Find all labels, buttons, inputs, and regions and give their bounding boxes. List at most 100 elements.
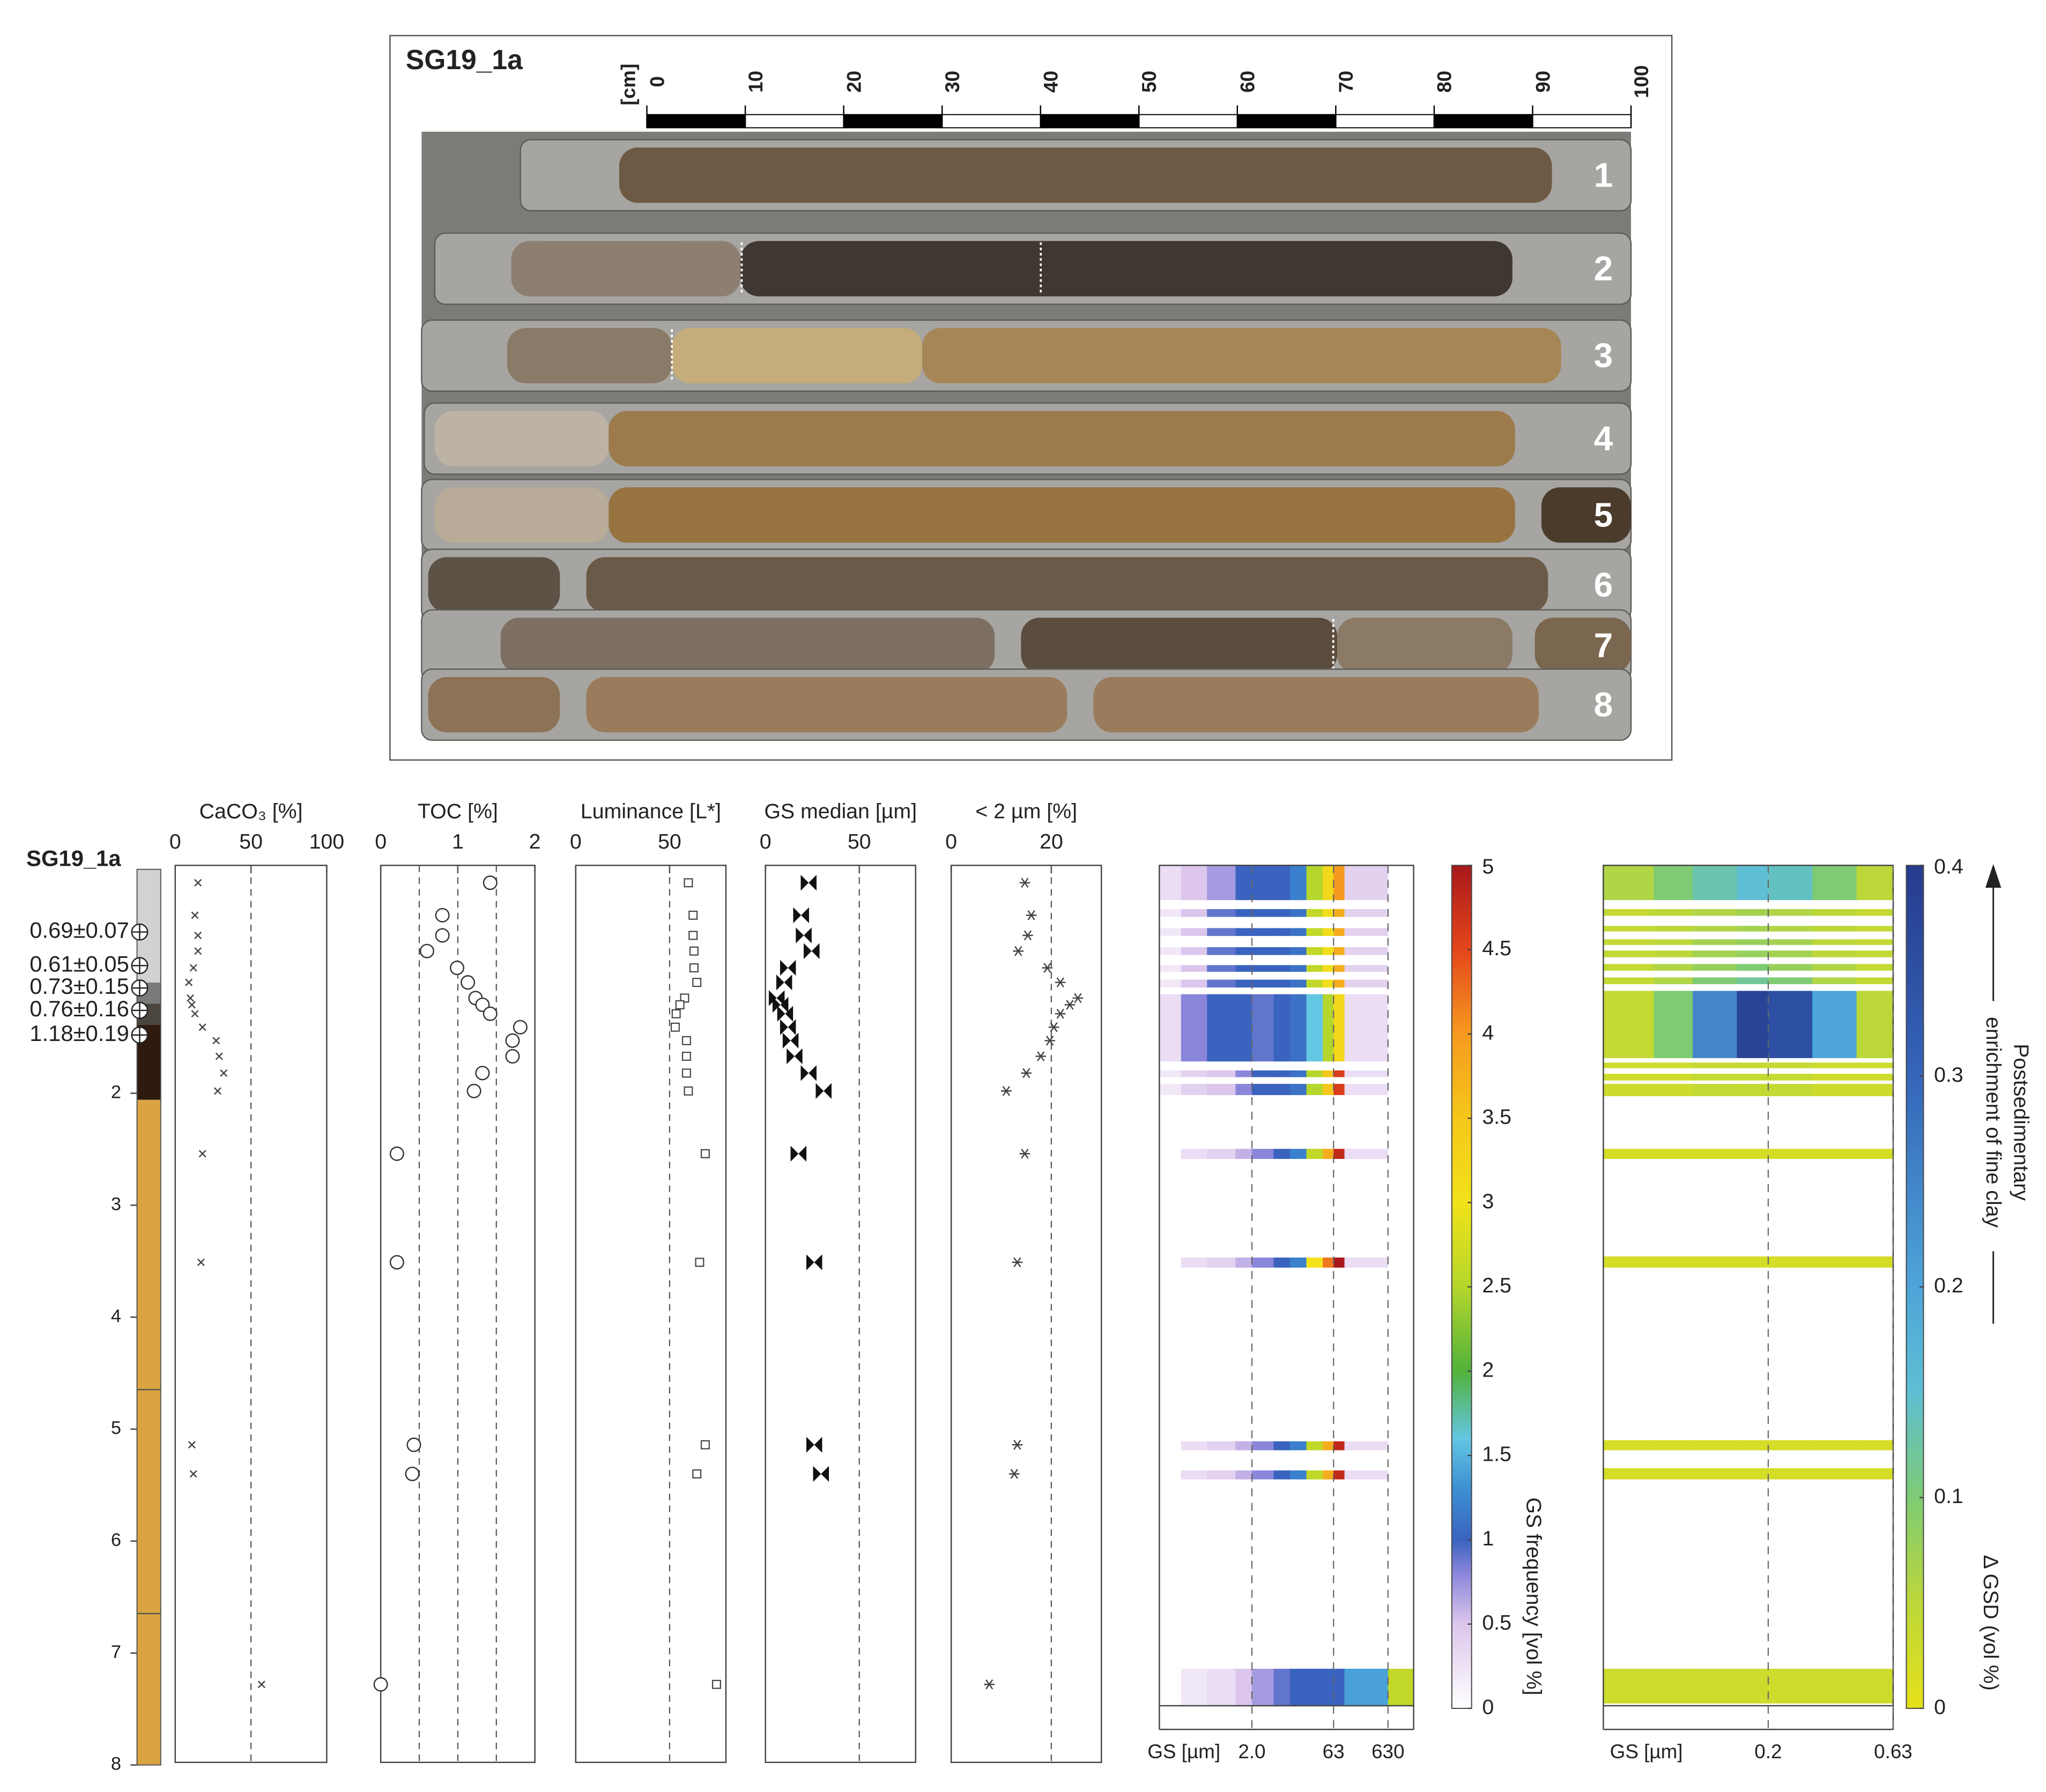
core-sediment (1535, 618, 1631, 673)
heatmap-cell (1812, 991, 1857, 1058)
data-point (684, 878, 693, 888)
x-axis-label: Luminance [L*] (581, 799, 721, 823)
heatmap-cell (1768, 939, 1813, 945)
data-point (695, 1258, 705, 1267)
heatmap-cell (1306, 909, 1323, 917)
heatmap-cell (1306, 1470, 1323, 1479)
heatmap-cell (1323, 1470, 1334, 1479)
data-point (373, 1677, 388, 1692)
core-sediment (740, 241, 1513, 296)
heatmap-cell (1289, 928, 1307, 936)
heatmap-cell (1333, 1441, 1345, 1451)
data-point (466, 1083, 481, 1098)
heatmap-cell (1388, 865, 1414, 901)
heatmap-cell (1207, 1441, 1236, 1451)
heatmap-cell (1812, 1468, 1857, 1479)
heatmap-cell (1768, 1669, 1813, 1704)
data-point (191, 1010, 199, 1018)
heatmap-cell (1856, 1074, 1894, 1081)
scale-segment (1335, 114, 1435, 129)
heatmap-cell (1181, 1669, 1207, 1706)
x-tick-label: 630 (1372, 1741, 1404, 1763)
heatmap-cell (1344, 1070, 1389, 1077)
x-tick-label: 2.0 (1238, 1741, 1265, 1763)
heatmap-cell (1273, 909, 1291, 917)
heatmap-cell (1388, 965, 1414, 972)
heatmap-cell (1289, 909, 1307, 917)
heatmap-cell (1159, 1441, 1182, 1451)
core-sediment (586, 676, 1068, 733)
core-sediment (1021, 618, 1338, 673)
heatmap-cell (1768, 865, 1813, 901)
data-point (688, 931, 698, 940)
heatmap-cell (1737, 1440, 1769, 1451)
heatmap-cell (1323, 979, 1334, 988)
heatmap-cell (1856, 909, 1894, 916)
heatmap-cell (1812, 1149, 1857, 1159)
heatmap-cell (1654, 1256, 1693, 1268)
data-point (1026, 910, 1037, 920)
heatmap-cell (1856, 977, 1894, 984)
core-sediment (507, 328, 672, 384)
core-sediment (609, 411, 1515, 466)
heatmap-cell (1768, 1083, 1813, 1096)
heatmap-cell (1181, 1070, 1207, 1077)
age-sample (131, 1002, 149, 1019)
data-point (483, 1006, 498, 1021)
heatmap-cell (1306, 965, 1323, 972)
heatmap-cell (1306, 1083, 1323, 1095)
scale-tick-label: 50 (1138, 71, 1160, 93)
heatmap-cell (1273, 865, 1291, 901)
heatmap-cell (1737, 939, 1769, 945)
heatmap-cell (1812, 939, 1857, 945)
data-point (680, 993, 690, 1003)
data-point (689, 946, 699, 956)
heatmap-cell (1856, 991, 1894, 1058)
x-axis-label: GS [µm] (1610, 1741, 1683, 1763)
data-point (198, 1150, 206, 1158)
lithology-column (136, 868, 161, 1766)
heatmap-cell (1323, 1149, 1334, 1159)
heatmap-cell (1856, 1062, 1894, 1068)
heatmap-cell (1737, 991, 1769, 1058)
heatmap-cell (1333, 965, 1345, 972)
x-tick-label: 0 (375, 830, 387, 853)
core-number: 3 (1594, 336, 1613, 375)
heatmap-cell (1306, 1149, 1323, 1159)
heatmap-cell (1603, 939, 1655, 945)
x-tick-label: 0 (169, 830, 181, 853)
data-point (1019, 1148, 1031, 1159)
heatmap-cell (1306, 1257, 1323, 1268)
heatmap-cell (1323, 1669, 1334, 1706)
scale-segment (745, 114, 844, 129)
scale-tick-label: 90 (1532, 71, 1554, 93)
data-point (806, 1254, 822, 1270)
panel-frame (950, 865, 1102, 1763)
data-point (787, 1048, 803, 1065)
data-point (1042, 963, 1053, 973)
heatmap-cell (1654, 939, 1693, 945)
heatmap-cell (1768, 926, 1813, 932)
heatmap-cell (1251, 994, 1274, 1062)
heatmap-cell (1693, 964, 1738, 971)
scale-tick-label: 80 (1434, 71, 1456, 93)
heatmap-cell (1235, 928, 1252, 936)
data-point (449, 961, 464, 976)
heatmap-cell (1812, 1256, 1857, 1268)
heatmap-cell (1737, 1083, 1769, 1096)
heatmap-cell (1289, 979, 1307, 988)
colorbar-label: GS frequency [vol %] (1522, 1498, 1545, 1696)
heatmap-cell (1289, 1257, 1307, 1268)
heatmap-cell (1768, 1074, 1813, 1081)
colorbar-tick-label: 0.5 (1482, 1611, 1511, 1634)
heatmap-cell (1388, 1083, 1414, 1095)
heatmap-cell (1207, 947, 1236, 955)
data-point (1009, 1469, 1020, 1479)
data-point (692, 978, 702, 987)
x-tick-label: 0 (570, 830, 582, 853)
x-axis-label: GS [µm] (1147, 1741, 1220, 1763)
data-point (475, 1066, 490, 1081)
heatmap-cell (1693, 977, 1738, 984)
heatmap-cell (1812, 909, 1857, 916)
heatmap-cell (1235, 1083, 1252, 1095)
